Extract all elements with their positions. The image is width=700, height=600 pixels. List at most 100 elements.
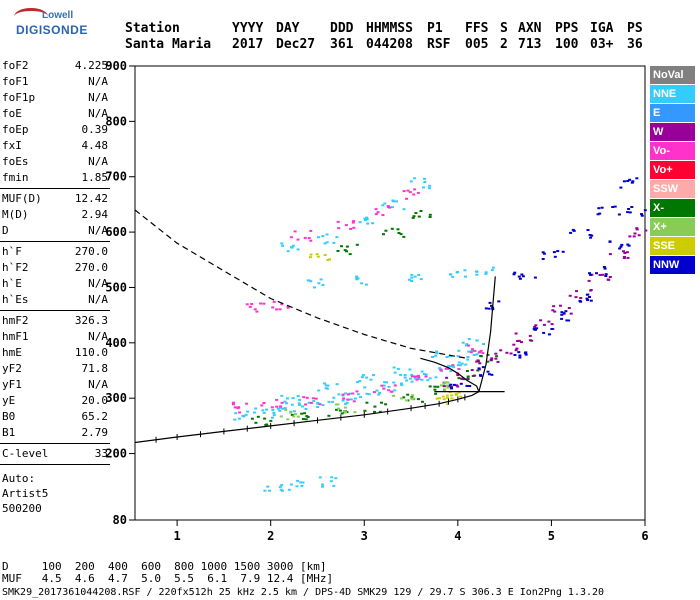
echo-point [412,215,416,218]
echo-point [388,206,392,209]
echo-point [417,215,421,218]
echo-point [345,401,349,404]
echo-point [419,278,423,281]
header-value: 100 [555,37,579,52]
echo-point [468,385,472,387]
echo-point [382,387,386,390]
echo-point [410,276,414,279]
echo-point [589,236,593,239]
echo-point [246,410,250,413]
echo-point [476,369,480,372]
echo-point [280,303,284,306]
echo-point [622,257,626,259]
echo-point [440,384,443,387]
x-tick-label: 1 [173,529,180,543]
echo-point [278,406,282,409]
echo-point [412,193,416,196]
echo-point [278,308,282,311]
echo-point [363,217,367,220]
echo-point [248,305,252,308]
echo-point [472,354,476,356]
echo-point [280,484,284,487]
echo-point [393,389,397,392]
echo-point [374,208,378,211]
echo-point [490,304,493,307]
echo-point [253,411,256,414]
parameter-row: foF1 N/A [2,74,108,90]
parameter-value: 4.225 [74,59,108,72]
echo-point [637,234,641,237]
echo-point [331,400,335,403]
parameter-value: N/A [88,75,108,88]
echo-point [410,280,414,282]
echo-point [335,383,339,386]
echo-point [628,178,632,181]
echo-point [428,184,432,187]
parameter-name: yE [2,394,16,407]
echo-point [631,180,635,183]
echo-point [410,397,414,400]
parameter-value: N/A [88,330,108,343]
x-tick-label: 6 [641,529,648,543]
echo-point [280,242,284,245]
echo-point [626,180,630,182]
echo-point [542,252,546,255]
parameter-name: B0 [2,410,16,423]
echo-point [360,376,364,379]
y-tick-label: 700 [105,170,127,184]
echo-point [403,376,407,379]
echo-point [478,350,482,353]
echo-point [410,373,414,376]
echo-point [337,227,341,230]
echo-point [497,300,501,303]
echo-point [278,485,282,488]
echo-point [469,351,473,354]
echo-point [255,310,259,313]
parameter-row: hmF1 N/A [2,329,108,345]
echo-point [355,243,359,246]
echo-point [377,393,381,396]
echo-point [428,377,432,380]
echo-point [411,375,414,378]
echo-point [373,405,377,408]
echo-point [238,411,242,414]
echo-point [265,408,269,411]
echo-point [287,488,291,491]
autoscaling-info: Artist5 [2,487,49,500]
echo-point [528,334,532,337]
echo-point [291,244,295,247]
echo-point [477,367,481,370]
logo-line2: DIGISONDE [16,23,88,37]
y-tick-label: 800 [105,114,127,128]
echo-point [262,402,266,404]
parameter-row: foF1p N/A [2,90,108,106]
echo-point [423,177,426,180]
echo-point [327,414,331,417]
echo-point [446,381,450,384]
echo-point [441,395,445,398]
parameter-value: N/A [88,277,108,290]
echo-point [259,302,263,305]
echo-point [365,218,369,221]
echo-point [596,213,600,216]
echo-point [270,406,274,409]
logo-line1: Lowell [42,10,74,21]
echo-point [484,307,488,310]
echo-point [380,384,384,387]
echo-point [461,341,465,344]
echo-point [383,381,387,384]
echo-point [454,392,458,395]
echo-point [606,278,610,281]
echo-point [416,374,420,377]
echo-point [416,398,420,401]
echo-point [330,476,334,479]
echo-point [533,276,537,279]
echo-point [250,303,254,305]
echo-point [336,250,340,252]
echo-point [450,394,454,397]
echo-point [356,393,360,396]
echo-point [376,211,380,214]
echo-point [488,301,492,304]
echo-point [312,400,316,402]
echo-point [611,206,615,208]
